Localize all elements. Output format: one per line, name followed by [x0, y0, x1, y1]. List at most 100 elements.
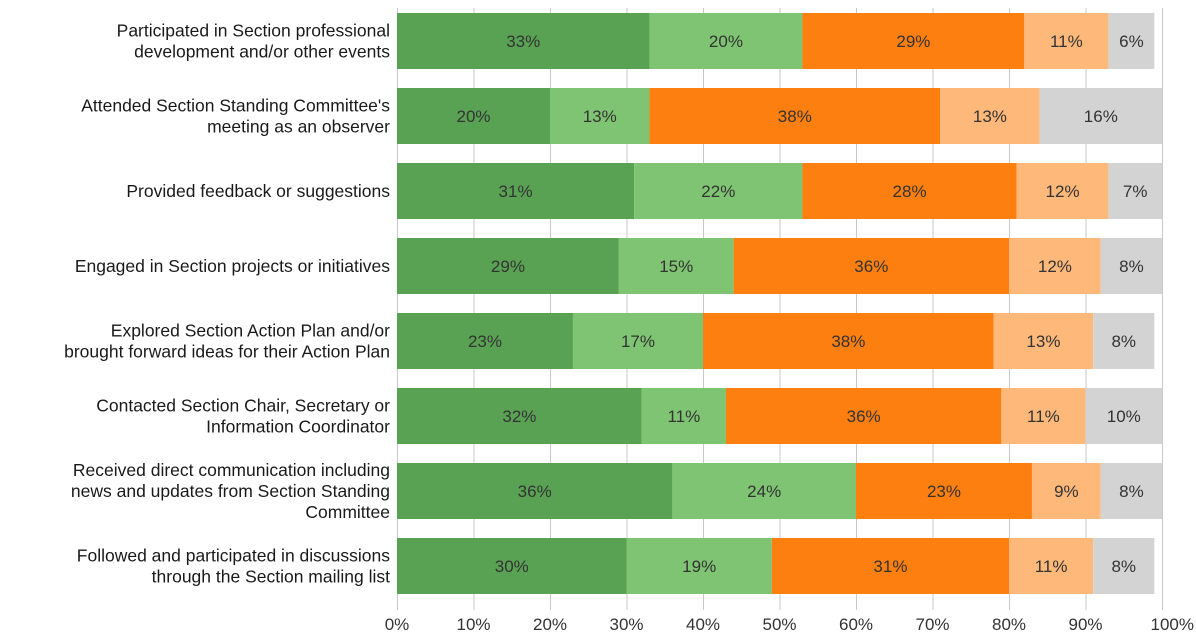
bar-segment: [993, 313, 1094, 369]
bar-segment: [1031, 463, 1101, 519]
category-label-line: Followed and participated in discussions: [77, 546, 390, 566]
category-label: Explored Section Action Plan and/or broug…: [64, 321, 390, 362]
data-label: 24%: [747, 482, 781, 501]
category-label-line: meeting as an observer: [207, 117, 390, 137]
category-label-line: Explored Section Action Plan and/or: [111, 321, 390, 341]
bar-segment: [1009, 238, 1101, 294]
bar-segment: [802, 13, 1025, 69]
data-label: 20%: [456, 107, 490, 126]
data-label: 36%: [854, 257, 888, 276]
data-label: 10%: [1107, 407, 1141, 426]
category-label-line: Participated in Section professional: [117, 21, 390, 41]
category-label-line: news and updates from Section Standing: [71, 481, 390, 501]
data-label: 30%: [495, 557, 529, 576]
data-label: 22%: [701, 182, 735, 201]
bar-segment: [1039, 88, 1162, 144]
data-label: 7%: [1123, 182, 1148, 201]
data-label: 15%: [659, 257, 693, 276]
bar-segment: [397, 313, 573, 369]
data-label: 29%: [896, 32, 930, 51]
data-label: 13%: [1026, 332, 1060, 351]
bar-segment: [649, 13, 803, 69]
category-label-line: brought forward ideas for their Action P…: [64, 342, 390, 362]
x-tick-label: 100%: [1151, 615, 1194, 634]
data-label: 8%: [1119, 482, 1144, 501]
x-tick-label: 10%: [456, 615, 490, 634]
x-tick-label: 80%: [992, 615, 1026, 634]
bar-segment: [634, 163, 803, 219]
category-label: Participated in Section professional deve…: [117, 21, 391, 62]
category-label: Followed and participated in discussions…: [77, 546, 390, 587]
data-label: 11%: [1035, 557, 1068, 576]
x-tick-label: 20%: [533, 615, 567, 634]
category-label-line: development and/or other events: [134, 42, 390, 62]
bar-segment: [1100, 238, 1162, 294]
data-label: 13%: [583, 107, 617, 126]
bar-segment: [397, 463, 673, 519]
x-tick-label: 60%: [839, 615, 873, 634]
bar-segment: [672, 463, 856, 519]
category-label: Provided feedback or suggestions: [126, 181, 390, 201]
data-label: 36%: [847, 407, 881, 426]
bar-segment: [1001, 388, 1086, 444]
data-label: 32%: [502, 407, 536, 426]
data-label: 11%: [667, 407, 700, 426]
data-label: 29%: [491, 257, 525, 276]
bar-segment: [1108, 163, 1162, 219]
category-label-line: through the Section mailing list: [152, 567, 390, 587]
data-label: 20%: [709, 32, 743, 51]
bar-segment: [1093, 538, 1155, 594]
data-label: 11%: [1050, 32, 1083, 51]
bar-segment: [397, 538, 627, 594]
bar-segment: [1108, 13, 1155, 69]
data-label: 31%: [873, 557, 907, 576]
x-tick-label: 0%: [385, 615, 410, 634]
data-label: 33%: [506, 32, 540, 51]
x-axis-ticks: 0% 10% 20% 30% 40% 50% 60% 70% 80% 90% 100%: [385, 615, 1194, 634]
bar-segment: [733, 238, 1009, 294]
bar-segment: [550, 88, 650, 144]
category-labels: Participated in Section professional deve…: [64, 21, 390, 587]
bar-segment: [626, 538, 772, 594]
data-label: 23%: [468, 332, 502, 351]
x-tick-label: 30%: [609, 615, 643, 634]
data-label: 8%: [1111, 557, 1136, 576]
data-label: 28%: [893, 182, 927, 201]
bar-segment: [397, 13, 650, 69]
bar-segment: [1024, 13, 1109, 69]
category-label: Attended Section Standing Committee's mee…: [81, 96, 390, 137]
bar-segment: [649, 88, 941, 144]
bar-segment: [397, 163, 635, 219]
bar-segment: [641, 388, 726, 444]
data-label: 13%: [973, 107, 1007, 126]
bar-segment: [618, 238, 734, 294]
bar-segment: [703, 313, 994, 369]
data-label: 38%: [831, 332, 865, 351]
x-tick-label: 90%: [1068, 615, 1102, 634]
category-label-line: Provided feedback or suggestions: [126, 181, 390, 201]
data-label: 31%: [499, 182, 533, 201]
data-label: 11%: [1027, 407, 1060, 426]
data-label: 23%: [927, 482, 961, 501]
bar-segment: [1009, 538, 1094, 594]
bar-segment: [1093, 313, 1155, 369]
bars: 33% 20% 29% 11% 6% 20% 13% 38% 13% 16% 31% 22% 28% 12…: [397, 13, 1162, 594]
data-label: 19%: [682, 557, 716, 576]
data-label: 8%: [1119, 257, 1144, 276]
bar-segment: [856, 463, 1032, 519]
data-label: 38%: [778, 107, 812, 126]
data-label: 16%: [1084, 107, 1118, 126]
data-label: 12%: [1038, 257, 1072, 276]
data-label: 36%: [518, 482, 552, 501]
bar-segment: [771, 538, 1009, 594]
data-label: 8%: [1111, 332, 1136, 351]
bar-segment: [940, 88, 1040, 144]
bar-segment: [572, 313, 703, 369]
bar-segment: [397, 238, 619, 294]
data-label: 9%: [1054, 482, 1079, 501]
category-label: Contacted Section Chair, Secretary or Inf…: [96, 396, 390, 437]
data-label: 12%: [1046, 182, 1080, 201]
bar-segment: [1085, 388, 1162, 444]
x-tick-label: 50%: [762, 615, 796, 634]
